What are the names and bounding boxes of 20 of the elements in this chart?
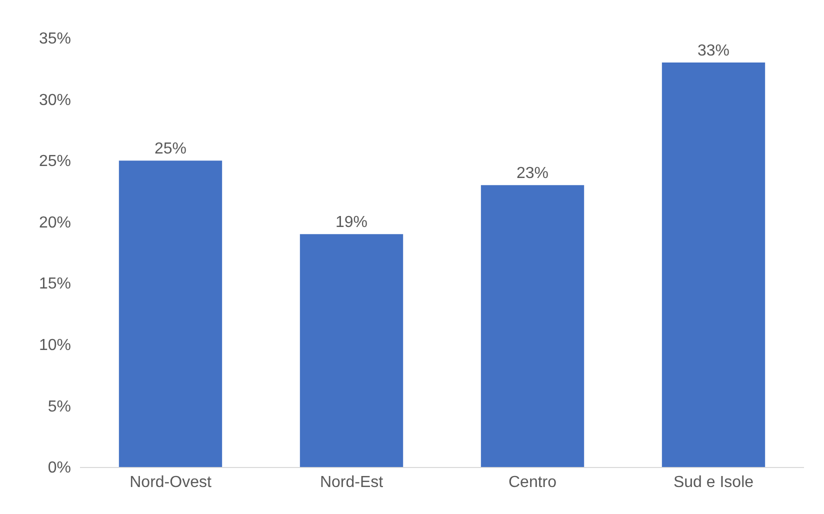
y-tick-label: 5% [48,398,71,416]
y-tick-label: 25% [38,153,71,170]
bar [300,234,404,467]
x-tick-label: Nord-Est [320,474,384,492]
y-tick-label: 15% [38,276,71,293]
data-label: 19% [335,214,368,232]
y-tick-label: 30% [38,92,71,109]
y-tick-label: 35% [38,30,71,48]
x-tick-label: Sud e Isole [673,474,754,492]
x-tick-label: Centro [508,474,557,492]
data-label: 25% [154,140,187,158]
y-tick-label: 0% [48,460,71,477]
y-tick-label: 20% [38,214,71,232]
x-tick-label: Nord-Ovest [130,474,212,492]
bar [480,185,584,467]
y-tick-label: 10% [38,337,71,354]
bar [662,62,766,467]
data-label: 33% [697,42,730,60]
data-label: 23% [516,165,549,182]
bar [118,160,222,467]
